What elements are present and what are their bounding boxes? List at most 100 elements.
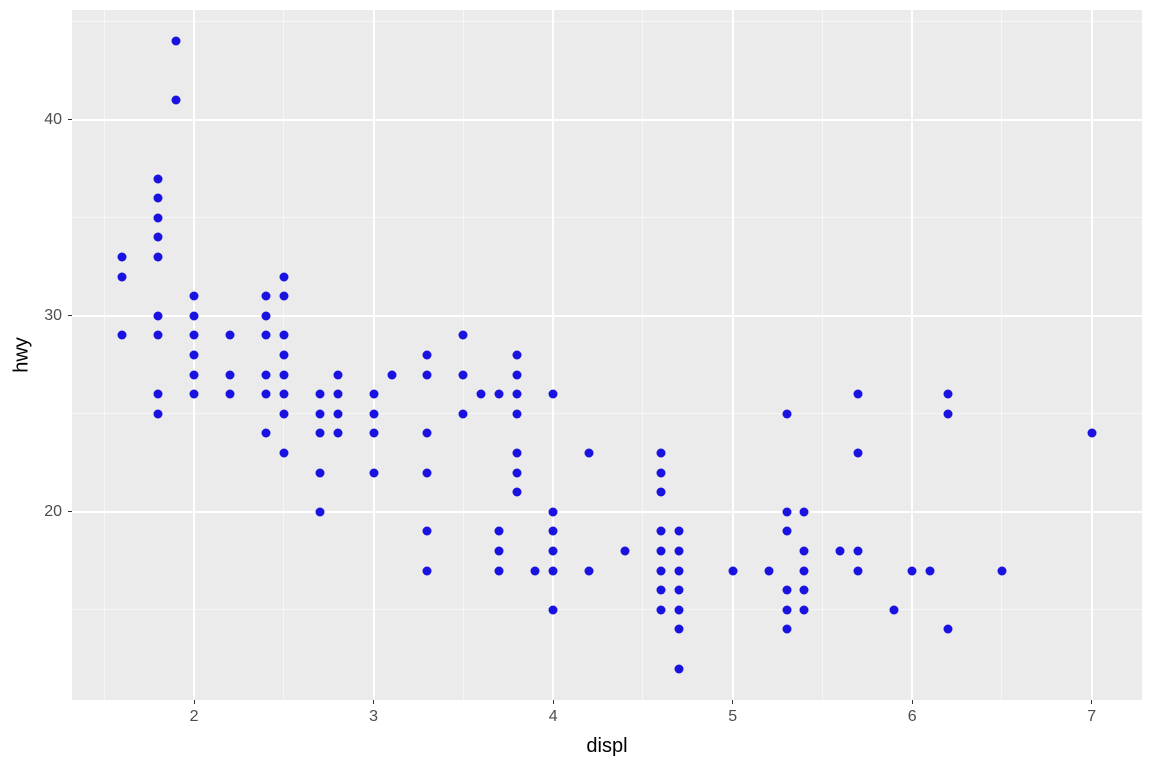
data-point <box>190 351 199 360</box>
data-point <box>656 586 665 595</box>
data-point <box>315 429 324 438</box>
data-point <box>279 449 288 458</box>
x-axis-tick-label: 4 <box>549 709 558 725</box>
data-point <box>459 370 468 379</box>
data-point <box>315 468 324 477</box>
data-point <box>423 351 432 360</box>
x-axis-tick <box>194 700 195 704</box>
x-axis-tick <box>732 700 733 704</box>
data-point <box>172 96 181 105</box>
x-minor-gridline <box>104 10 105 700</box>
data-point <box>782 527 791 536</box>
x-major-gridline <box>911 10 913 700</box>
data-point <box>549 605 558 614</box>
data-point <box>926 566 935 575</box>
data-point <box>333 429 342 438</box>
data-point <box>656 468 665 477</box>
data-point <box>549 390 558 399</box>
data-point <box>459 331 468 340</box>
data-point <box>423 527 432 536</box>
data-point <box>549 547 558 556</box>
data-point <box>800 507 809 516</box>
data-point <box>369 429 378 438</box>
data-point <box>513 370 522 379</box>
x-major-gridline <box>373 10 375 700</box>
data-point <box>513 449 522 458</box>
data-point <box>172 37 181 46</box>
data-point <box>728 566 737 575</box>
data-point <box>782 605 791 614</box>
data-point <box>190 311 199 320</box>
data-point <box>154 252 163 261</box>
data-point <box>782 586 791 595</box>
data-point <box>190 390 199 399</box>
data-point <box>261 429 270 438</box>
data-point <box>854 449 863 458</box>
data-point <box>656 449 665 458</box>
plot-panel <box>72 10 1142 700</box>
y-minor-gridline <box>72 217 1142 218</box>
x-axis-tick-label: 3 <box>369 709 378 725</box>
data-point <box>674 605 683 614</box>
data-point <box>656 566 665 575</box>
data-point <box>279 272 288 281</box>
data-point <box>333 390 342 399</box>
x-minor-gridline <box>1001 10 1002 700</box>
data-point <box>674 625 683 634</box>
data-point <box>279 409 288 418</box>
data-point <box>944 390 953 399</box>
x-axis-title: displ <box>586 735 627 758</box>
y-axis-tick <box>68 511 72 512</box>
data-point <box>154 233 163 242</box>
x-axis-tick-label: 7 <box>1087 709 1096 725</box>
x-axis-tick-label: 6 <box>908 709 917 725</box>
data-point <box>279 370 288 379</box>
y-minor-gridline <box>72 413 1142 414</box>
data-point <box>369 390 378 399</box>
data-point <box>854 547 863 556</box>
data-point <box>656 527 665 536</box>
data-point <box>495 547 504 556</box>
x-axis-tick <box>373 700 374 704</box>
y-axis-title: hwy <box>11 337 34 373</box>
data-point <box>782 625 791 634</box>
data-point <box>513 409 522 418</box>
data-point <box>585 449 594 458</box>
data-point <box>423 370 432 379</box>
data-point <box>154 311 163 320</box>
data-point <box>333 370 342 379</box>
data-point <box>387 370 396 379</box>
data-point <box>154 194 163 203</box>
data-point <box>854 566 863 575</box>
data-point <box>549 527 558 536</box>
y-axis-tick <box>68 315 72 316</box>
x-axis-tick-label: 2 <box>190 709 199 725</box>
data-point <box>190 292 199 301</box>
data-point <box>423 566 432 575</box>
data-point <box>315 390 324 399</box>
data-point <box>549 507 558 516</box>
y-axis-tick <box>68 119 72 120</box>
y-major-gridline <box>72 119 1142 121</box>
data-point <box>315 507 324 516</box>
data-point <box>261 390 270 399</box>
data-point <box>513 390 522 399</box>
data-point <box>279 292 288 301</box>
data-point <box>459 409 468 418</box>
data-point <box>279 351 288 360</box>
data-point <box>674 664 683 673</box>
data-point <box>495 390 504 399</box>
data-point <box>261 311 270 320</box>
x-axis-tick <box>912 700 913 704</box>
data-point <box>261 331 270 340</box>
data-point <box>944 625 953 634</box>
data-point <box>1087 429 1096 438</box>
data-point <box>908 566 917 575</box>
y-major-gridline <box>72 315 1142 317</box>
data-point <box>674 586 683 595</box>
data-point <box>854 390 863 399</box>
data-point <box>477 390 486 399</box>
scatter-chart: displ hwy 234567203040 <box>0 0 1152 768</box>
x-minor-gridline <box>463 10 464 700</box>
data-point <box>531 566 540 575</box>
